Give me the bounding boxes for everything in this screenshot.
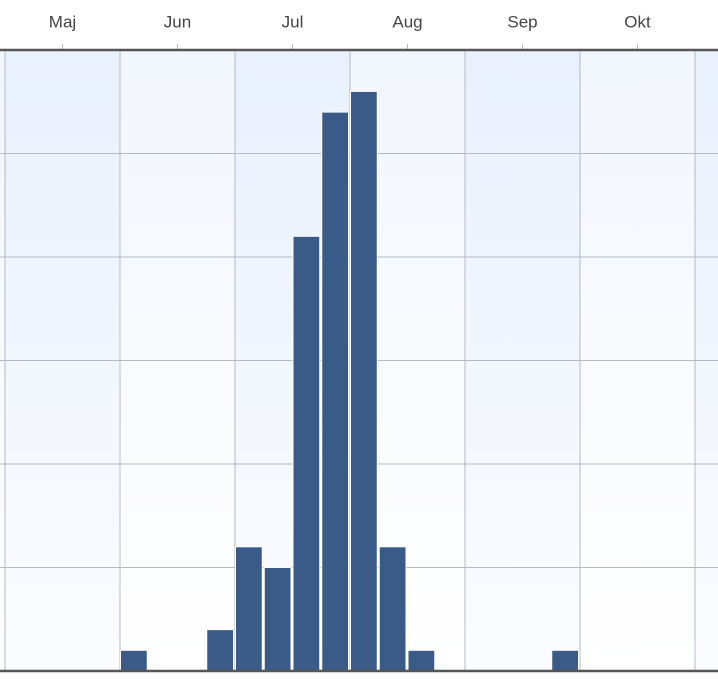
- x-tick-label: Okt: [624, 12, 651, 31]
- bar: [263, 567, 292, 672]
- bar: [321, 111, 349, 672]
- bar: [235, 546, 263, 672]
- bar: [292, 235, 321, 672]
- x-tick-label: Maj: [49, 12, 76, 31]
- x-tick-label: Jun: [164, 12, 191, 31]
- bar: [407, 649, 436, 672]
- bar: [378, 546, 407, 672]
- bar: [551, 649, 579, 672]
- x-tick-label: Jul: [282, 12, 304, 31]
- x-tick-label: Sep: [507, 12, 537, 31]
- bar: [120, 649, 148, 672]
- bar: [350, 90, 378, 672]
- bar: [206, 629, 234, 672]
- x-tick-label: Aug: [392, 12, 422, 31]
